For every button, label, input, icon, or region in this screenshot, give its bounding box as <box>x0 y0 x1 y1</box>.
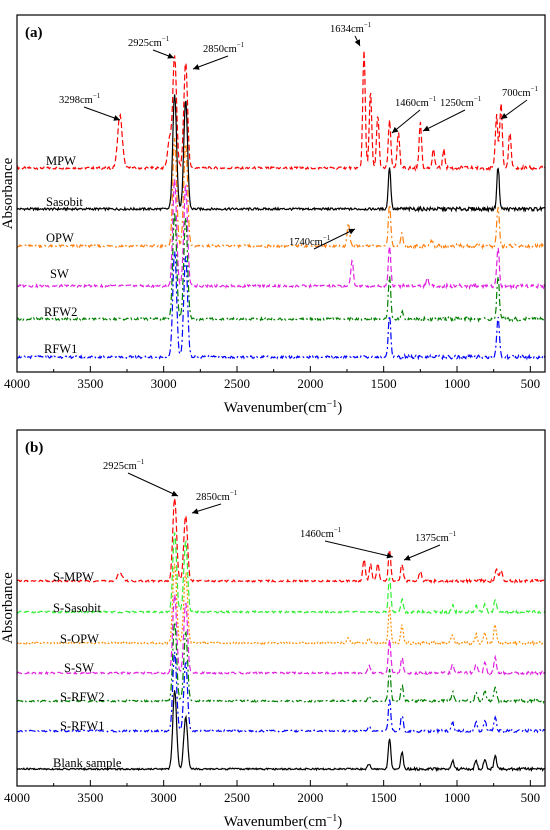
arrowhead <box>171 490 178 497</box>
series-label-blank-sample: Blank sample <box>53 756 122 770</box>
series-line-s-opw <box>16 563 546 647</box>
series-label-rfw1: RFW1 <box>44 342 77 356</box>
x-tick-label: 500 <box>521 376 541 391</box>
series-line-s-mpw <box>16 498 546 585</box>
peak-annotation-label: 1460cm−1 <box>300 526 342 540</box>
arrowhead <box>113 115 120 121</box>
x-tick-label: 1500 <box>371 376 397 391</box>
series-label-sasobit: Sasobit <box>46 195 83 209</box>
x-tick-label: 2500 <box>224 790 250 805</box>
x-tick-label: 1000 <box>444 376 470 391</box>
peak-annotation-arrow <box>324 540 394 558</box>
series-line-s-sasobit <box>16 532 546 616</box>
arrowhead <box>392 126 399 133</box>
panel-tag: (a) <box>25 25 43 41</box>
panel-tag: (b) <box>25 440 43 456</box>
series-line-mpw <box>16 50 546 173</box>
x-tick-label: 1500 <box>371 790 397 805</box>
peak-annotation-label: 1375cm−1 <box>415 530 457 544</box>
peak-annotation-label: 1460cm−1 <box>395 95 437 109</box>
plot-frame <box>16 14 546 373</box>
arrowhead <box>167 53 174 59</box>
peak-annotation-label: 2850cm−1 <box>203 41 245 55</box>
peak-annotation-label: 3298cm−1 <box>59 92 101 106</box>
y-axis-label: Absorbance <box>0 157 16 229</box>
peak-annotation-label: 1740cm−1 <box>289 234 331 248</box>
series-label-mpw: MPW <box>46 154 76 168</box>
series-label-s-rfw2: S-RFW2 <box>60 690 104 704</box>
peak-annotation-arrow <box>192 55 229 70</box>
series-label-s-opw: S-OPW <box>60 632 99 646</box>
plot-frame <box>16 429 546 787</box>
x-tick-label: 3500 <box>77 790 103 805</box>
arrowhead <box>193 64 200 70</box>
peak-annotation-label: 700cm−1 <box>502 85 539 99</box>
x-tick-label: 2000 <box>297 376 323 391</box>
peak-annotation-label: 1634cm−1 <box>330 21 372 35</box>
x-tick-label: 1000 <box>444 790 470 805</box>
series-line-blank-sample <box>16 690 546 772</box>
arrowhead <box>501 113 508 119</box>
series-line-s-rfw1 <box>16 651 546 735</box>
x-tick-label: 3500 <box>77 376 103 391</box>
x-tick-label: 2500 <box>224 376 250 391</box>
arrowhead <box>354 39 360 46</box>
peak-annotation-arrow <box>127 472 179 497</box>
chart-panel-b: S-MPW S-Sasobit S-OPW S-SW S-RFW2 S-RFW1 Blank… <box>0 429 546 830</box>
peak-annotation-label: 2925cm−1 <box>103 458 145 472</box>
series-label-s-sw: S-SW <box>64 661 94 675</box>
x-tick-label: 4000 <box>4 790 30 805</box>
series-line-sasobit <box>16 94 546 213</box>
series-line-opw <box>16 137 546 250</box>
peak-annotation-arrow <box>403 544 441 561</box>
peak-annotation-arrow <box>313 228 356 250</box>
x-tick-label: 2000 <box>297 790 323 805</box>
x-tick-label: 500 <box>521 790 541 805</box>
x-tick-label: 3000 <box>151 790 177 805</box>
series-label-sw: SW <box>50 267 69 281</box>
x-axis-label: Wavenumber(cm−1) <box>224 399 343 416</box>
series-label-s-sasobit: S-Sasobit <box>53 601 101 615</box>
y-axis-label: Absorbance <box>0 572 16 644</box>
series-line-rfw1 <box>16 251 546 361</box>
series-line-rfw2 <box>16 212 546 323</box>
series-label-s-mpw: S-MPW <box>53 570 94 584</box>
arrowhead <box>386 552 393 559</box>
peak-annotation-label: 1250cm−1 <box>440 95 482 109</box>
x-tick-label: 4000 <box>4 376 30 391</box>
arrowhead <box>348 228 355 235</box>
peak-annotation-label: 2925cm−1 <box>128 35 170 49</box>
chart-panel-a: MPW Sasobit OPW SW RFW2 RFW1 4000 3500 3000 2500 2… <box>0 14 546 416</box>
x-tick-label: 3000 <box>151 376 177 391</box>
series-label-s-rfw1: S-RFW1 <box>60 719 104 733</box>
arrowhead <box>423 125 430 131</box>
peak-annotation-arrow <box>422 109 466 132</box>
peak-annotation-arrow <box>391 109 421 134</box>
series-label-opw: OPW <box>46 231 74 245</box>
series-label-rfw2: RFW2 <box>44 305 77 319</box>
series-line-sw <box>16 179 546 291</box>
arrowhead <box>404 554 411 561</box>
x-axis-label: Wavenumber(cm−1) <box>224 813 343 830</box>
peak-annotation-arrow <box>83 106 121 121</box>
series-line-s-rfw2 <box>17 621 546 705</box>
peak-annotation-label: 2850cm−1 <box>196 489 238 503</box>
arrowhead <box>192 508 199 515</box>
series-line-s-sw <box>16 594 546 676</box>
